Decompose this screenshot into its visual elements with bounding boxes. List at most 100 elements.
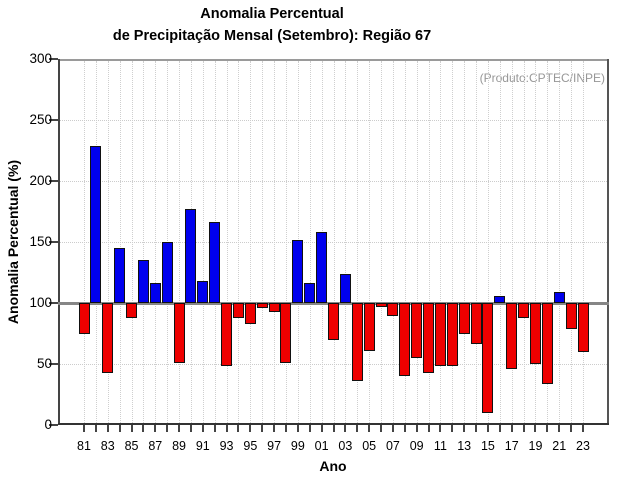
bar-2018 [518, 303, 530, 318]
x-tick-label: 21 [552, 439, 567, 453]
bar-2015 [482, 303, 494, 413]
y-tick [49, 180, 58, 182]
horizontal-gridline [60, 120, 607, 121]
bar-2004 [351, 303, 363, 382]
x-tick [320, 425, 323, 432]
bar-1981 [78, 303, 90, 334]
bar-1992 [209, 222, 221, 303]
plot-border-right [607, 59, 609, 425]
x-tick [510, 425, 513, 432]
bar-2023 [577, 303, 589, 352]
y-tick [49, 58, 58, 60]
bar-2012 [446, 303, 458, 367]
x-tick [427, 425, 430, 432]
y-tick [49, 363, 58, 365]
x-tick-label: 13 [457, 439, 472, 453]
bar-2016 [494, 295, 506, 303]
x-tick-label: 17 [504, 439, 519, 453]
x-tick [213, 425, 216, 432]
x-tick [391, 425, 394, 432]
bar-1989 [173, 303, 185, 363]
x-tick-label: 93 [219, 439, 234, 453]
bar-2019 [529, 303, 541, 364]
x-tick [189, 425, 192, 432]
bar-1993 [221, 303, 233, 367]
x-tick-label: 23 [576, 439, 590, 453]
x-tick [142, 425, 145, 432]
bar-2017 [506, 303, 518, 369]
y-tick [49, 241, 58, 243]
x-tick [558, 425, 561, 432]
y-tick [49, 302, 58, 304]
x-tick-label: 15 [480, 439, 495, 453]
bar-2001 [316, 232, 328, 303]
bar-2003 [339, 273, 351, 303]
x-tick-label: 95 [243, 439, 258, 453]
x-tick-label: 19 [528, 439, 543, 453]
x-tick-label: 09 [409, 439, 424, 453]
bar-1995 [244, 303, 256, 324]
x-tick [237, 425, 240, 432]
y-tick-label: 200 [29, 173, 52, 188]
x-axis-label: Ano [319, 458, 347, 474]
y-tick-label: 150 [29, 234, 52, 249]
bar-1997 [268, 303, 280, 312]
x-tick [451, 425, 454, 432]
x-tick [475, 425, 478, 432]
x-tick [380, 425, 383, 432]
y-tick [49, 424, 58, 426]
bar-2009 [411, 303, 423, 358]
x-tick [225, 425, 228, 432]
y-tick-label: 0 [44, 417, 52, 432]
x-tick-label: 03 [338, 439, 353, 453]
bar-1996 [256, 303, 268, 308]
x-tick [166, 425, 169, 432]
x-tick [83, 425, 85, 432]
x-tick-label: 89 [172, 439, 186, 453]
x-tick [178, 425, 181, 432]
x-tick [296, 425, 299, 432]
bar-1984 [114, 248, 126, 303]
x-tick [356, 425, 359, 432]
bar-1987 [149, 283, 161, 303]
y-tick-label: 100 [29, 295, 52, 310]
x-tick [403, 425, 406, 432]
x-tick-label: 01 [314, 439, 329, 453]
bar-1986 [137, 260, 149, 303]
x-tick [570, 425, 573, 432]
bar-1985 [126, 303, 138, 318]
bar-2000 [304, 283, 316, 303]
x-tick [439, 425, 442, 432]
bar-1988 [161, 242, 173, 303]
y-tick-label: 300 [29, 51, 52, 66]
bar-2002 [328, 303, 339, 340]
x-tick [94, 425, 97, 432]
x-tick-label: 91 [195, 439, 210, 453]
bar-2014 [470, 303, 482, 345]
x-tick [534, 425, 537, 432]
bar-2010 [423, 303, 435, 373]
bar-1990 [185, 209, 197, 303]
bar-1991 [197, 281, 209, 303]
x-tick [273, 425, 276, 432]
plot-border-top [58, 59, 609, 61]
bar-2011 [434, 303, 446, 367]
horizontal-gridline [60, 242, 607, 243]
x-tick-label: 87 [148, 439, 163, 453]
x-tick [106, 425, 109, 432]
x-tick-label: 83 [100, 439, 115, 453]
product-credit: (Produto:CPTEC/INPE) [479, 71, 605, 85]
x-tick-label: 05 [362, 439, 377, 453]
bar-2020 [541, 303, 553, 384]
x-tick [308, 425, 311, 432]
bar-2006 [375, 303, 387, 307]
plot-area: (Produto:CPTEC/INPE) [58, 59, 609, 425]
bar-2021 [553, 292, 565, 303]
x-tick [463, 425, 466, 432]
bar-1998 [280, 303, 292, 363]
bar-1999 [292, 239, 304, 303]
bar-1994 [232, 303, 244, 318]
horizontal-gridline [60, 181, 607, 182]
x-tick-label: 99 [290, 439, 305, 453]
y-axis-line [58, 59, 60, 425]
